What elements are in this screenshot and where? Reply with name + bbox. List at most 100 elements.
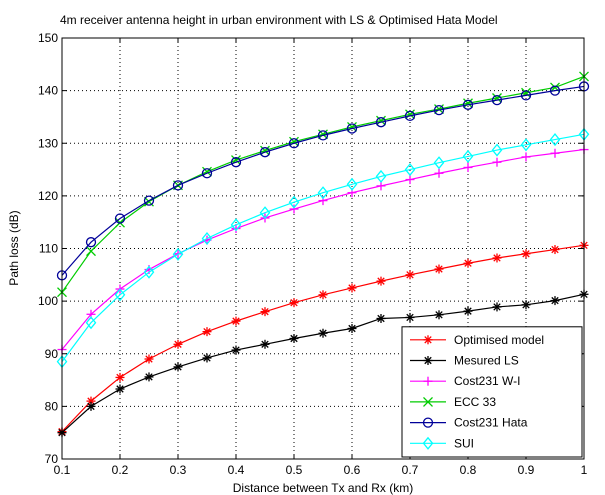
data-point <box>317 130 329 141</box>
y-tick-label: 130 <box>38 136 58 150</box>
data-point <box>521 249 531 259</box>
legend-item: SUI <box>410 436 474 450</box>
legend-label: Optimised model <box>454 333 544 347</box>
series-mesured-ls <box>57 289 589 438</box>
y-tick-label: 80 <box>45 399 59 413</box>
data-point <box>434 264 444 274</box>
data-point <box>86 246 96 257</box>
data-point <box>405 312 415 322</box>
data-point <box>463 98 473 109</box>
data-point <box>318 328 328 338</box>
data-point <box>492 157 502 167</box>
data-point <box>521 300 531 310</box>
data-point <box>172 180 184 191</box>
data-point <box>521 152 531 162</box>
data-point <box>202 327 212 337</box>
x-tick-label: 0.2 <box>112 463 129 477</box>
data-point <box>86 401 96 411</box>
data-point <box>405 175 415 185</box>
data-point <box>433 156 445 170</box>
data-point <box>143 265 155 279</box>
data-point <box>491 94 503 106</box>
data-point <box>423 356 433 365</box>
y-axis-title: Path loss (dB) <box>7 210 21 285</box>
data-point <box>231 316 241 326</box>
data-point <box>289 298 299 308</box>
data-point <box>289 204 299 214</box>
data-point <box>230 218 242 232</box>
data-point <box>423 396 433 407</box>
legend-item: ECC 33 <box>410 395 496 409</box>
data-point <box>317 186 329 200</box>
data-point <box>347 121 357 132</box>
data-point <box>115 372 125 382</box>
legend-label: Mesured LS <box>454 354 519 368</box>
data-point <box>114 288 126 302</box>
data-point <box>173 362 183 372</box>
x-tick-label: 0.6 <box>344 463 361 477</box>
series-layer <box>56 71 590 438</box>
x-tick-label: 0.1 <box>54 463 71 477</box>
y-tick-label: 70 <box>45 452 59 466</box>
data-point <box>202 353 212 363</box>
x-tick-label: 0.7 <box>402 463 419 477</box>
data-point <box>405 109 415 120</box>
data-point <box>491 143 503 157</box>
data-point <box>259 206 271 220</box>
legend-label: Cost231 Hata <box>454 416 528 430</box>
legend-label: SUI <box>454 436 474 450</box>
data-point <box>550 296 560 306</box>
data-point <box>376 276 386 286</box>
data-point <box>492 302 502 312</box>
data-point <box>422 417 434 428</box>
data-point <box>85 237 97 248</box>
y-tick-label: 100 <box>38 294 58 308</box>
data-point <box>463 258 473 268</box>
data-point <box>434 168 444 178</box>
data-point <box>434 310 444 320</box>
data-point <box>144 372 154 382</box>
data-point <box>230 157 242 168</box>
data-point <box>172 247 184 261</box>
data-point <box>376 313 386 323</box>
data-point <box>201 231 213 246</box>
data-point <box>347 283 357 293</box>
data-point <box>318 290 328 300</box>
data-point <box>404 110 416 122</box>
data-point <box>550 148 560 158</box>
grid <box>62 38 584 459</box>
legend-label: ECC 33 <box>454 395 496 409</box>
legend-item: Cost231 W-I <box>410 374 520 388</box>
data-point <box>549 85 561 96</box>
x-axis-title: Distance between Tx and Rx (km) <box>233 481 414 495</box>
x-tick-label: 1 <box>581 463 588 477</box>
series-line <box>61 85 585 276</box>
data-point <box>423 335 433 345</box>
x-tick-label: 0.5 <box>286 463 303 477</box>
y-tick-label: 120 <box>38 189 58 203</box>
data-point <box>520 138 532 152</box>
data-point <box>433 104 445 116</box>
data-point <box>492 253 502 263</box>
legend-label: Cost231 W-I <box>454 374 520 388</box>
data-point <box>231 224 241 234</box>
data-point <box>346 123 358 134</box>
series-cost231-hata <box>56 81 590 281</box>
x-tick-label: 0.4 <box>228 463 245 477</box>
x-tick-label: 0.9 <box>518 463 535 477</box>
data-point <box>144 354 154 364</box>
data-point <box>463 306 473 316</box>
y-tick-label: 90 <box>45 347 59 361</box>
data-point <box>405 270 415 280</box>
x-tick-label: 0.8 <box>460 463 477 477</box>
data-point <box>462 149 474 163</box>
data-point <box>173 339 183 349</box>
data-point <box>85 316 97 330</box>
data-point <box>288 195 300 209</box>
data-point <box>114 213 126 224</box>
series-sui <box>56 127 590 369</box>
data-point <box>549 133 561 147</box>
chart-title: 4m receiver antenna height in urban envi… <box>60 13 498 27</box>
data-point <box>376 115 386 126</box>
data-point <box>201 168 213 179</box>
